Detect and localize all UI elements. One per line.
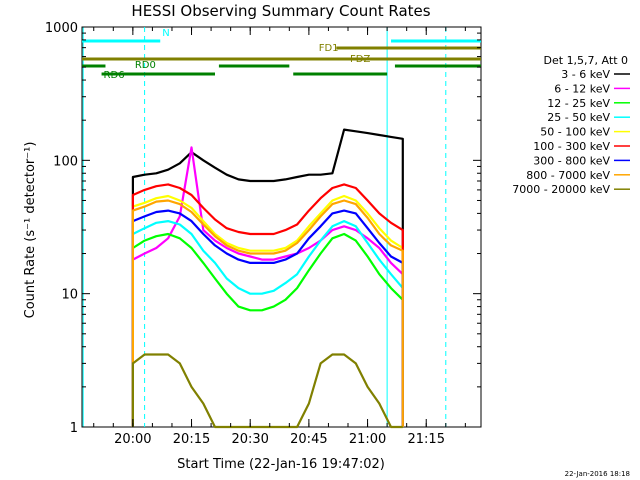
x-tick-label: 21:15 — [408, 432, 445, 447]
legend-label: 12 - 25 keV — [547, 97, 610, 110]
legend-label: 6 - 12 keV — [554, 82, 610, 95]
legend-header: Det 1,5,7, Att 0 — [544, 54, 628, 67]
series-line-2 — [131, 232, 404, 427]
y-tick-label: 1000 — [45, 21, 78, 36]
chart-title: HESSI Observing Summary Count Rates — [131, 2, 430, 20]
legend-label: 3 - 6 keV — [561, 68, 610, 81]
x-tick-label: 20:15 — [173, 432, 210, 447]
state-bar-label: RD6 — [104, 70, 125, 81]
state-bar-label: N — [162, 28, 169, 39]
state-bar-label: FD1 — [319, 43, 339, 54]
legend-label: 100 - 300 keV — [533, 140, 610, 153]
x-axis-label: Start Time (22-Jan-16 19:47:02) — [177, 457, 385, 472]
plot-area — [81, 26, 482, 428]
x-tick-label: 20:45 — [290, 432, 327, 447]
x-tick-label: 20:30 — [231, 432, 268, 447]
y-tick-label: 10 — [61, 288, 78, 303]
y-tick-label: 100 — [53, 154, 78, 169]
series-line-7 — [131, 199, 404, 427]
series-line-3 — [131, 220, 404, 427]
x-tick-label: 21:00 — [349, 432, 386, 447]
series-group — [131, 128, 404, 429]
y-axis-label: Count Rate (s⁻¹ detector⁻¹) — [23, 142, 38, 319]
legend-label: 800 - 7000 keV — [526, 169, 610, 182]
x-tick-label: 20:00 — [114, 432, 151, 447]
series-line-1 — [131, 146, 404, 427]
series-line-5 — [131, 183, 404, 427]
timestamp-stamp: 22-Jan-2016 18:18 — [565, 470, 630, 478]
x-axis-ticks: 20:00 20:15 20:30 20:45 21:00 21:15 — [93, 27, 466, 447]
y-axis-ticks: 1 10 100 1000 — [45, 21, 481, 436]
instrument-state-bars: N FD1 FDZ RD0 RD6 — [82, 28, 481, 81]
series-line-4 — [131, 194, 404, 427]
state-bar-label: RD0 — [135, 60, 156, 71]
series-line-8 — [131, 353, 403, 429]
legend-label: 50 - 100 keV — [540, 126, 610, 139]
series-line-6 — [131, 209, 404, 427]
series-line-0 — [131, 128, 404, 427]
state-bar-label: FDZ — [350, 54, 370, 65]
plot-frame — [81, 26, 482, 428]
legend-label: 7000 - 20000 keV — [512, 183, 610, 196]
y-tick-label: 1 — [70, 421, 78, 436]
legend-label: 25 - 50 keV — [547, 111, 610, 124]
legend-label: 300 - 800 keV — [533, 154, 610, 167]
